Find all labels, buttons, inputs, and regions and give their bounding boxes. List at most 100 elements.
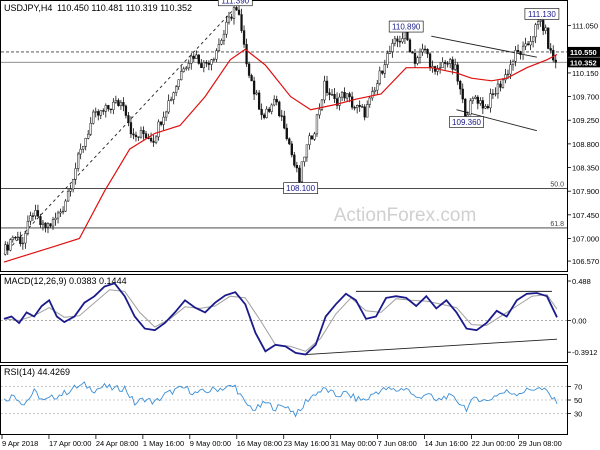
price-tick-label: 107.900: [572, 187, 599, 196]
candle-body: [423, 48, 427, 51]
candle-body: [438, 67, 442, 69]
candle-body: [222, 33, 226, 41]
candle-body: [64, 200, 67, 212]
candle-body: [511, 61, 515, 66]
candle-body: [11, 237, 14, 241]
candle-body: [310, 135, 314, 140]
candle-body: [180, 71, 183, 80]
candle-body: [356, 104, 359, 109]
candle-body: [54, 217, 57, 220]
fib-level-label: 61.8: [550, 221, 564, 228]
candle-body: [413, 52, 417, 64]
candle-body: [29, 215, 32, 222]
macd-line: [3, 282, 558, 356]
rsi-tick-label: 30: [574, 410, 582, 419]
candle-body: [315, 114, 319, 135]
candle-body: [66, 190, 70, 202]
candle-body: [144, 133, 148, 139]
candle-body: [340, 92, 344, 98]
candle-body: [41, 222, 45, 225]
candle-body: [82, 146, 85, 150]
candle-body: [368, 97, 371, 105]
rsi-tick-label: 50: [574, 396, 582, 405]
x-tick-label: 29 Jun 08:00: [518, 439, 561, 448]
candle-body: [51, 219, 55, 227]
candle-body: [443, 61, 447, 64]
candle-body: [97, 111, 100, 116]
candle-body: [31, 215, 35, 217]
candle-body: [293, 154, 296, 166]
candle-body: [459, 80, 462, 90]
candle-body: [182, 68, 185, 72]
price-callout-label: 110.890: [392, 23, 421, 32]
candle-body: [501, 79, 505, 88]
candle-body: [200, 63, 203, 68]
candle-body: [330, 94, 334, 96]
candle-body: [376, 83, 379, 91]
candle-body: [195, 54, 198, 59]
candle-body: [59, 211, 62, 214]
macd-trendline: [305, 338, 558, 355]
candle-body: [313, 133, 316, 140]
candle-body: [127, 115, 130, 123]
candle-body: [295, 165, 298, 169]
candle-body: [14, 237, 17, 239]
candle-body: [177, 79, 180, 88]
price-callout-label: 108.100: [286, 184, 315, 193]
candle-body: [225, 21, 228, 35]
x-tick-label: 22 Jun 00:00: [472, 439, 515, 448]
candle-body: [441, 61, 444, 68]
price-badge: [568, 57, 600, 68]
candle-body: [451, 59, 454, 70]
candle-body: [21, 242, 25, 245]
candle-body: [220, 40, 223, 45]
candle-body: [34, 210, 37, 217]
price-tick-label: 109.250: [572, 116, 599, 125]
candle-body: [172, 92, 175, 100]
candle-body: [489, 93, 492, 109]
macd-panel-frame: [0, 274, 568, 363]
candle-body: [280, 115, 283, 117]
candle-body: [454, 64, 457, 70]
candle-body: [94, 111, 97, 113]
x-tick-label: 9 May 00:00: [190, 439, 231, 448]
candle-body: [197, 54, 200, 64]
candle-body: [486, 106, 490, 109]
candle-body: [268, 108, 271, 112]
candle-body: [479, 100, 482, 104]
candle-body: [283, 115, 286, 129]
candle-body: [230, 16, 233, 19]
candle-body: [383, 64, 386, 74]
candle-body: [6, 244, 9, 251]
price-tick-label: 108.800: [572, 140, 599, 149]
candle-body: [300, 161, 304, 183]
candle-body: [122, 102, 125, 107]
candle-body: [210, 59, 213, 65]
candle-body: [99, 110, 102, 116]
candle-body: [190, 55, 193, 64]
price-callout-box: [524, 8, 560, 20]
candle-body: [109, 108, 112, 111]
candle-body: [26, 220, 30, 234]
candle-body: [149, 137, 153, 142]
candle-body: [152, 140, 155, 143]
price-chart-title: USDJPY,H4: [4, 3, 52, 13]
candle-body: [343, 92, 346, 99]
candle-body: [474, 96, 477, 99]
candle-body: [49, 223, 52, 227]
candle-body: [202, 62, 205, 68]
candle-body: [428, 53, 432, 69]
price-callout-box: [217, 0, 253, 7]
candle-body: [19, 236, 22, 244]
price-callout-label: 111.130: [528, 10, 556, 19]
candle-body: [393, 38, 397, 44]
candle-body: [491, 93, 495, 95]
candle-body: [265, 108, 268, 118]
candle-body: [4, 244, 7, 255]
price-callout-box: [388, 20, 424, 33]
candle-body: [139, 130, 143, 138]
candle-body: [92, 111, 95, 124]
candle-body: [323, 80, 326, 101]
candle-body: [46, 223, 50, 228]
fib-level-label: 50.0: [550, 182, 564, 189]
